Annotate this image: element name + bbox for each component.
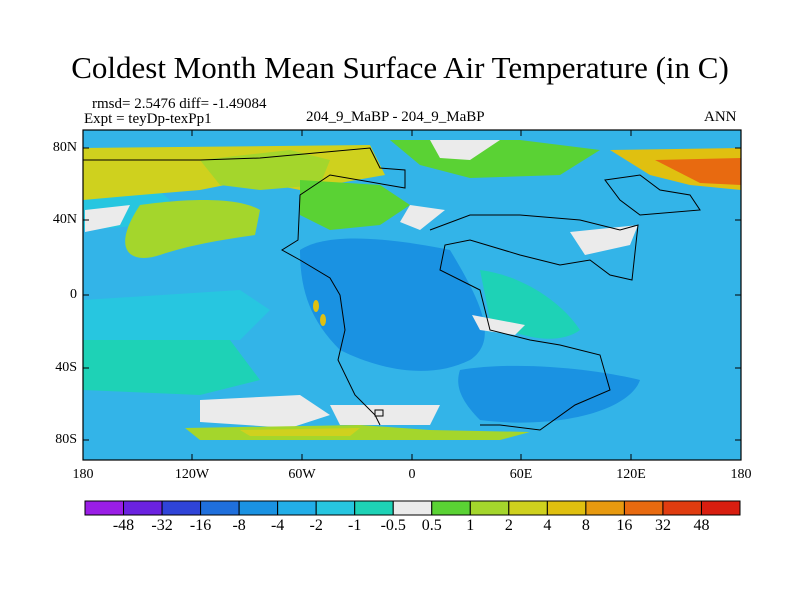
lon-tick-label: 180 [72,467,94,482]
colorbar-label: -4 [270,517,285,534]
colorbar-swatch [238,500,279,516]
case-label: 204_9_MaBP - 204_9_MaBP [306,109,485,125]
white-patch-6 [200,395,330,428]
colorbar-label: -1 [348,517,362,534]
map-title: Coldest Month Mean Surface Air Temperatu… [71,50,729,85]
white-patch-1 [85,205,130,232]
coast-outline-east [429,214,639,431]
hot-spot-2 [320,314,326,326]
lat-tick-label: 40S [55,360,77,375]
white-patch-2 [430,140,500,160]
lon-tick-label: 180 [730,467,752,482]
rmsd-stats: rmsd= 2.5476 diff= -1.49084 [92,96,267,112]
colorbar-swatch [354,500,394,516]
antarctic-warm-band [185,425,530,440]
colorbar-swatch [392,500,433,516]
colorbar-label: 4 [543,517,552,534]
north-atlantic-green [300,180,410,230]
lat-tick-label: 80N [52,140,77,155]
northeast-hot-core [655,158,741,185]
island-outline [374,409,384,417]
colorbar-swatch [546,500,587,516]
cyan-band-tropics [83,290,270,340]
colorbar-label: 0.5 [421,517,442,534]
white-patch-7 [330,405,440,425]
northern-pacific-arc [125,200,260,258]
northern-green-land [200,150,330,190]
lon-tick-label: 120W [174,467,210,482]
southern-ocean-cold [458,365,640,423]
lon-tick-label: 120E [616,467,646,482]
colorbar-swatch [123,500,163,516]
colorbar-swatch [200,500,240,516]
colorbar-swatch [84,500,125,516]
northeast-outline [604,174,701,216]
colorbar-label: 48 [693,517,710,534]
colorbar-label: -0.5 [380,517,406,534]
lat-tick-label: 0 [70,287,77,302]
experiment-label: Expt = teyDp-texPp1 [84,111,212,127]
colorbar-swatch [508,500,548,516]
colorbar-swatch [161,500,202,516]
antarctic-yellow-core [240,428,360,436]
colorbar-swatch [700,500,741,516]
white-patch-5 [472,315,525,335]
season-label: ANN [704,109,737,125]
colorbar-label: 2 [504,517,513,534]
map-ticks [82,130,742,460]
colorbar-swatch [315,500,356,516]
hot-spot-1 [313,300,319,312]
lat-tick-label: 40N [52,212,77,227]
colorbar-swatch [431,500,471,516]
lon-tick-label: 0 [408,467,416,482]
coast-outline-west [83,147,406,426]
white-patch-3 [400,205,445,230]
colorbar-label: -32 [151,517,173,534]
colorbar-label: -48 [112,517,135,534]
colorbar-label: -2 [309,517,323,534]
teal-band-south [83,340,260,395]
colorbar-swatch [623,500,664,516]
colorbar-label: -16 [189,517,212,534]
colorbar-label: -8 [232,517,246,534]
colorbar-label: 32 [654,517,671,534]
colorbar-swatch [662,500,702,516]
colorbar-swatch [277,500,317,516]
colorbar-label: 8 [581,517,590,534]
lat-tick-label: 80S [55,432,77,447]
colorbar-label: 1 [466,517,475,534]
lon-tick-label: 60E [509,467,533,482]
pacific-cold-region [300,238,485,371]
colorbar-swatch [469,500,510,516]
lon-tick-label: 60W [288,467,316,482]
colorbar-swatch [585,500,625,516]
white-patch-4 [570,225,638,255]
colorbar-label: 16 [616,517,633,534]
